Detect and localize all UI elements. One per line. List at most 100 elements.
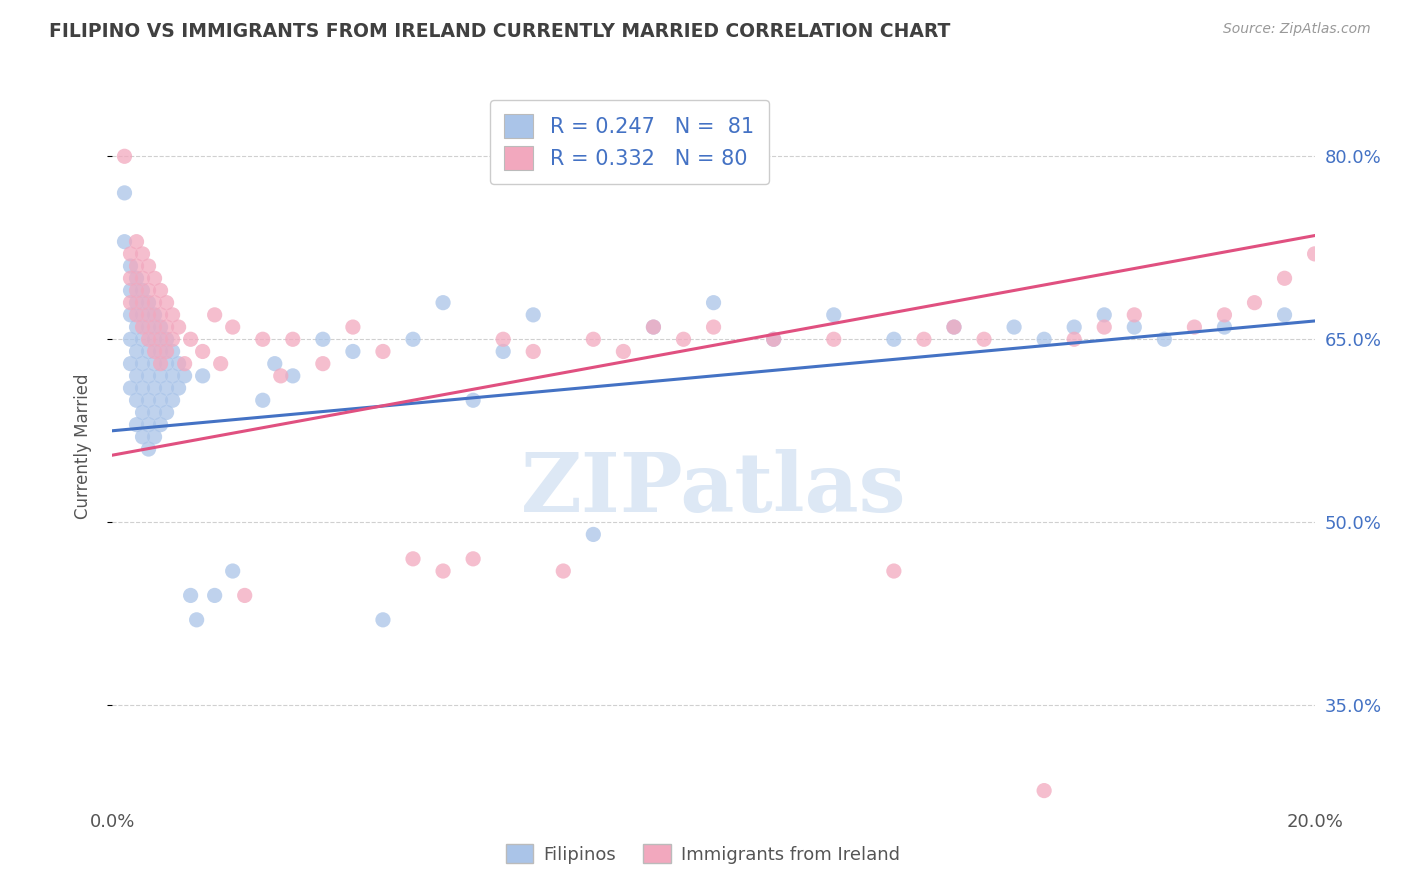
Point <box>143 344 166 359</box>
Point <box>120 295 142 310</box>
Point <box>643 320 665 334</box>
Point <box>138 320 160 334</box>
Point <box>149 332 172 346</box>
Point <box>204 308 226 322</box>
Point <box>222 564 245 578</box>
Point <box>143 320 166 334</box>
Point <box>143 295 166 310</box>
Point <box>1092 320 1115 334</box>
Point <box>1274 308 1296 322</box>
Point <box>1184 320 1206 334</box>
Point <box>125 344 148 359</box>
Point <box>125 320 148 334</box>
Point <box>312 332 335 346</box>
Text: FILIPINO VS IMMIGRANTS FROM IRELAND CURRENTLY MARRIED CORRELATION CHART: FILIPINO VS IMMIGRANTS FROM IRELAND CURR… <box>49 22 950 41</box>
Point <box>180 332 202 346</box>
Point <box>1063 332 1085 346</box>
Point <box>114 186 136 200</box>
Point <box>461 393 484 408</box>
Point <box>612 344 634 359</box>
Point <box>131 430 153 444</box>
Point <box>120 259 142 273</box>
Y-axis label: Currently Married: Currently Married <box>73 373 91 519</box>
Point <box>138 417 160 432</box>
Point <box>402 551 425 566</box>
Point <box>143 357 166 371</box>
Point <box>131 295 153 310</box>
Point <box>162 368 184 383</box>
Point <box>762 332 785 346</box>
Point <box>155 381 177 395</box>
Point <box>173 368 195 383</box>
Point <box>149 368 172 383</box>
Point <box>233 589 256 603</box>
Point <box>1033 783 1056 797</box>
Point <box>149 344 172 359</box>
Point <box>125 259 148 273</box>
Point <box>125 271 148 285</box>
Point <box>131 284 153 298</box>
Point <box>149 393 172 408</box>
Point <box>162 308 184 322</box>
Point <box>131 381 153 395</box>
Point <box>1303 247 1326 261</box>
Point <box>138 442 160 456</box>
Point <box>553 564 575 578</box>
Point <box>155 357 177 371</box>
Point <box>342 320 364 334</box>
Point <box>432 564 454 578</box>
Point <box>125 284 148 298</box>
Point <box>1092 308 1115 322</box>
Point <box>120 357 142 371</box>
Point <box>1213 320 1236 334</box>
Point <box>1033 332 1056 346</box>
Point <box>912 332 935 346</box>
Point <box>120 271 142 285</box>
Point <box>138 308 160 322</box>
Point <box>342 344 364 359</box>
Point <box>138 259 160 273</box>
Point <box>143 332 166 346</box>
Point <box>120 332 142 346</box>
Point <box>191 368 214 383</box>
Point <box>149 308 172 322</box>
Legend: Filipinos, Immigrants from Ireland: Filipinos, Immigrants from Ireland <box>499 838 907 871</box>
Point <box>125 393 148 408</box>
Point <box>1123 320 1146 334</box>
Point <box>155 332 177 346</box>
Point <box>125 235 148 249</box>
Point <box>155 405 177 419</box>
Point <box>942 320 965 334</box>
Point <box>252 332 274 346</box>
Point <box>138 284 160 298</box>
Point <box>155 295 177 310</box>
Point <box>167 320 190 334</box>
Point <box>209 357 232 371</box>
Point <box>492 344 515 359</box>
Point <box>312 357 335 371</box>
Point <box>643 320 665 334</box>
Point <box>131 271 153 285</box>
Point <box>120 247 142 261</box>
Point <box>281 332 304 346</box>
Point <box>143 381 166 395</box>
Point <box>114 235 136 249</box>
Point <box>973 332 995 346</box>
Point <box>149 320 172 334</box>
Point <box>461 551 484 566</box>
Point <box>522 308 544 322</box>
Point <box>143 308 166 322</box>
Point <box>173 357 195 371</box>
Point <box>1063 320 1085 334</box>
Point <box>125 295 148 310</box>
Point <box>167 381 190 395</box>
Point <box>371 344 394 359</box>
Point <box>522 344 544 359</box>
Point <box>138 393 160 408</box>
Point <box>222 320 245 334</box>
Text: Source: ZipAtlas.com: Source: ZipAtlas.com <box>1223 22 1371 37</box>
Point <box>191 344 214 359</box>
Point <box>120 381 142 395</box>
Point <box>672 332 695 346</box>
Point <box>263 357 285 371</box>
